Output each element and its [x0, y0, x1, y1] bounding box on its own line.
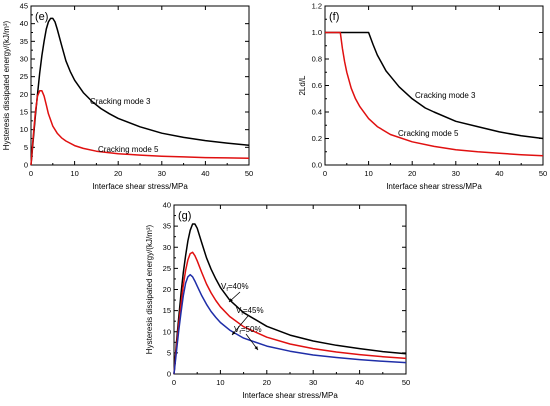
x-axis-title: Interface shear stress/MPa	[386, 182, 482, 191]
y-tick-label: 5	[167, 348, 171, 357]
y-tick-label: 0.4	[312, 108, 322, 117]
x-tick-label: 40	[355, 378, 363, 387]
chart-panel-f: 0 10 20 30 40 50 0.0 0.2 0.4 0.6 0.8 1.0 1.2 Interfac…	[298, 2, 547, 192]
series-annotation: Cracking mode 5	[98, 145, 159, 154]
x-tick-label: 0	[29, 169, 33, 178]
series-annotation: Vf=40%	[221, 282, 249, 293]
series-line	[325, 31, 544, 140]
panel-label: (f)	[329, 11, 339, 23]
x-tick-label: 50	[245, 169, 253, 178]
x-tick-label: 10	[216, 378, 224, 387]
y-tick-label: 35	[163, 222, 171, 231]
y-tick-label: 0	[24, 161, 28, 170]
annotation-arrowhead	[254, 346, 258, 350]
y-tick-label: 0.0	[312, 161, 322, 170]
y-tick-label: 35	[20, 37, 28, 46]
y-tick-label: 1.2	[312, 2, 322, 11]
y-tick-label: 1.0	[312, 28, 322, 37]
y-tick-label: 25	[20, 72, 28, 81]
series-annotation: Vf=45%	[236, 306, 264, 317]
x-tick-label: 10	[70, 169, 78, 178]
x-tick-label: 30	[452, 169, 460, 178]
x-tick-label: 20	[408, 169, 416, 178]
x-tick-label: 50	[402, 378, 410, 387]
y-axis-title: Hysteresis dissipated energy/(kJ/m³)	[145, 224, 154, 354]
panel-label: (e)	[35, 11, 48, 23]
y-tick-label: 25	[163, 264, 171, 273]
chart-panel-e: 0 10 20 30 40 50 0 5 10 15 20 25 30 35 40 45 Interface s…	[2, 2, 253, 192]
x-tick-label: 50	[539, 169, 547, 178]
y-tick-label: 20	[20, 90, 28, 99]
x-tick-label: 20	[114, 169, 122, 178]
y-tick-label: 0.6	[312, 81, 322, 90]
y-tick-label: 30	[20, 55, 28, 64]
series-line	[173, 251, 407, 375]
y-tick-label: 0	[167, 370, 171, 379]
chart-panel-g: 0 10 20 30 40 50 0 5 10 15 20 25 30 35 40 Interface she…	[145, 201, 410, 401]
x-tick-label: 40	[495, 169, 503, 178]
plot-frame	[324, 5, 544, 166]
y-axis-title: 2Ld/L	[298, 75, 307, 96]
series-line	[30, 90, 250, 166]
y-tick-label: 30	[163, 243, 171, 252]
y-tick-label: 0.2	[312, 134, 322, 143]
x-tick-label: 20	[263, 378, 271, 387]
y-tick-label: 0.8	[312, 55, 322, 64]
x-axis-title: Interface shear stress/MPa	[242, 391, 338, 400]
x-tick-label: 0	[172, 378, 176, 387]
y-tick-label: 45	[20, 2, 28, 11]
series-annotation: Cracking mode 3	[90, 97, 151, 106]
x-tick-label: 30	[309, 378, 317, 387]
series-line	[325, 31, 544, 157]
y-tick-label: 5	[24, 143, 28, 152]
series-line	[30, 17, 250, 166]
series-annotation: Cracking mode 3	[415, 91, 476, 100]
x-tick-label: 30	[158, 169, 166, 178]
y-tick-label: 10	[20, 125, 28, 134]
annotation-arrowhead	[229, 298, 233, 302]
y-tick-label: 40	[20, 19, 28, 28]
y-tick-label: 15	[163, 306, 171, 315]
y-tick-label: 10	[163, 327, 171, 336]
annotation-arrowhead	[232, 331, 236, 335]
panel-label: (g)	[178, 210, 191, 222]
x-tick-label: 40	[201, 169, 209, 178]
y-tick-label: 20	[163, 285, 171, 294]
annotation-pointer	[231, 315, 249, 336]
series-line	[173, 273, 407, 375]
x-axis-title: Interface shear stress/MPa	[92, 182, 188, 191]
y-axis-title: Hysteresis dissipated energy/(kJ/m³)	[2, 20, 11, 150]
series-annotation: Cracking mode 5	[398, 129, 459, 138]
y-tick-label: 15	[20, 108, 28, 117]
series-line	[173, 223, 407, 375]
x-tick-label: 10	[364, 169, 372, 178]
y-tick-label: 40	[163, 201, 171, 210]
x-tick-label: 0	[323, 169, 327, 178]
